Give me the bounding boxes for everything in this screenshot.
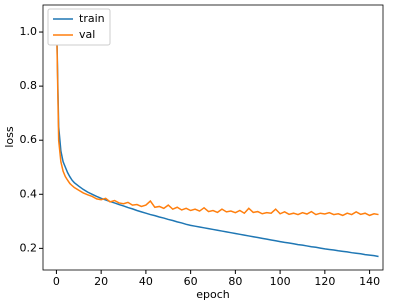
x-tick-label: 20 [94,275,108,288]
line [55,13,379,217]
y-axis-label: loss [3,126,16,148]
x-tick-label: 120 [314,275,335,288]
legend-label: val [79,28,95,41]
y-tick-label: 0.2 [20,241,38,254]
legend-label: train [79,12,105,25]
x-tick-label: 60 [184,275,198,288]
y-tick-label: 0.8 [20,79,38,92]
x-tick-label: 40 [139,275,153,288]
x-tick-label: 0 [53,275,60,288]
x-tick-label: 80 [228,275,242,288]
x-tick-label: 140 [359,275,380,288]
y-tick-label: 0.4 [20,187,38,200]
y-tick-label: 1.0 [20,25,38,38]
y-tick-label: 0.6 [20,133,38,146]
x-axis-label: epoch [196,288,230,301]
plot-frame [42,4,384,271]
legend-box [47,8,111,46]
line [55,13,379,258]
x-tick-label: 100 [270,275,291,288]
